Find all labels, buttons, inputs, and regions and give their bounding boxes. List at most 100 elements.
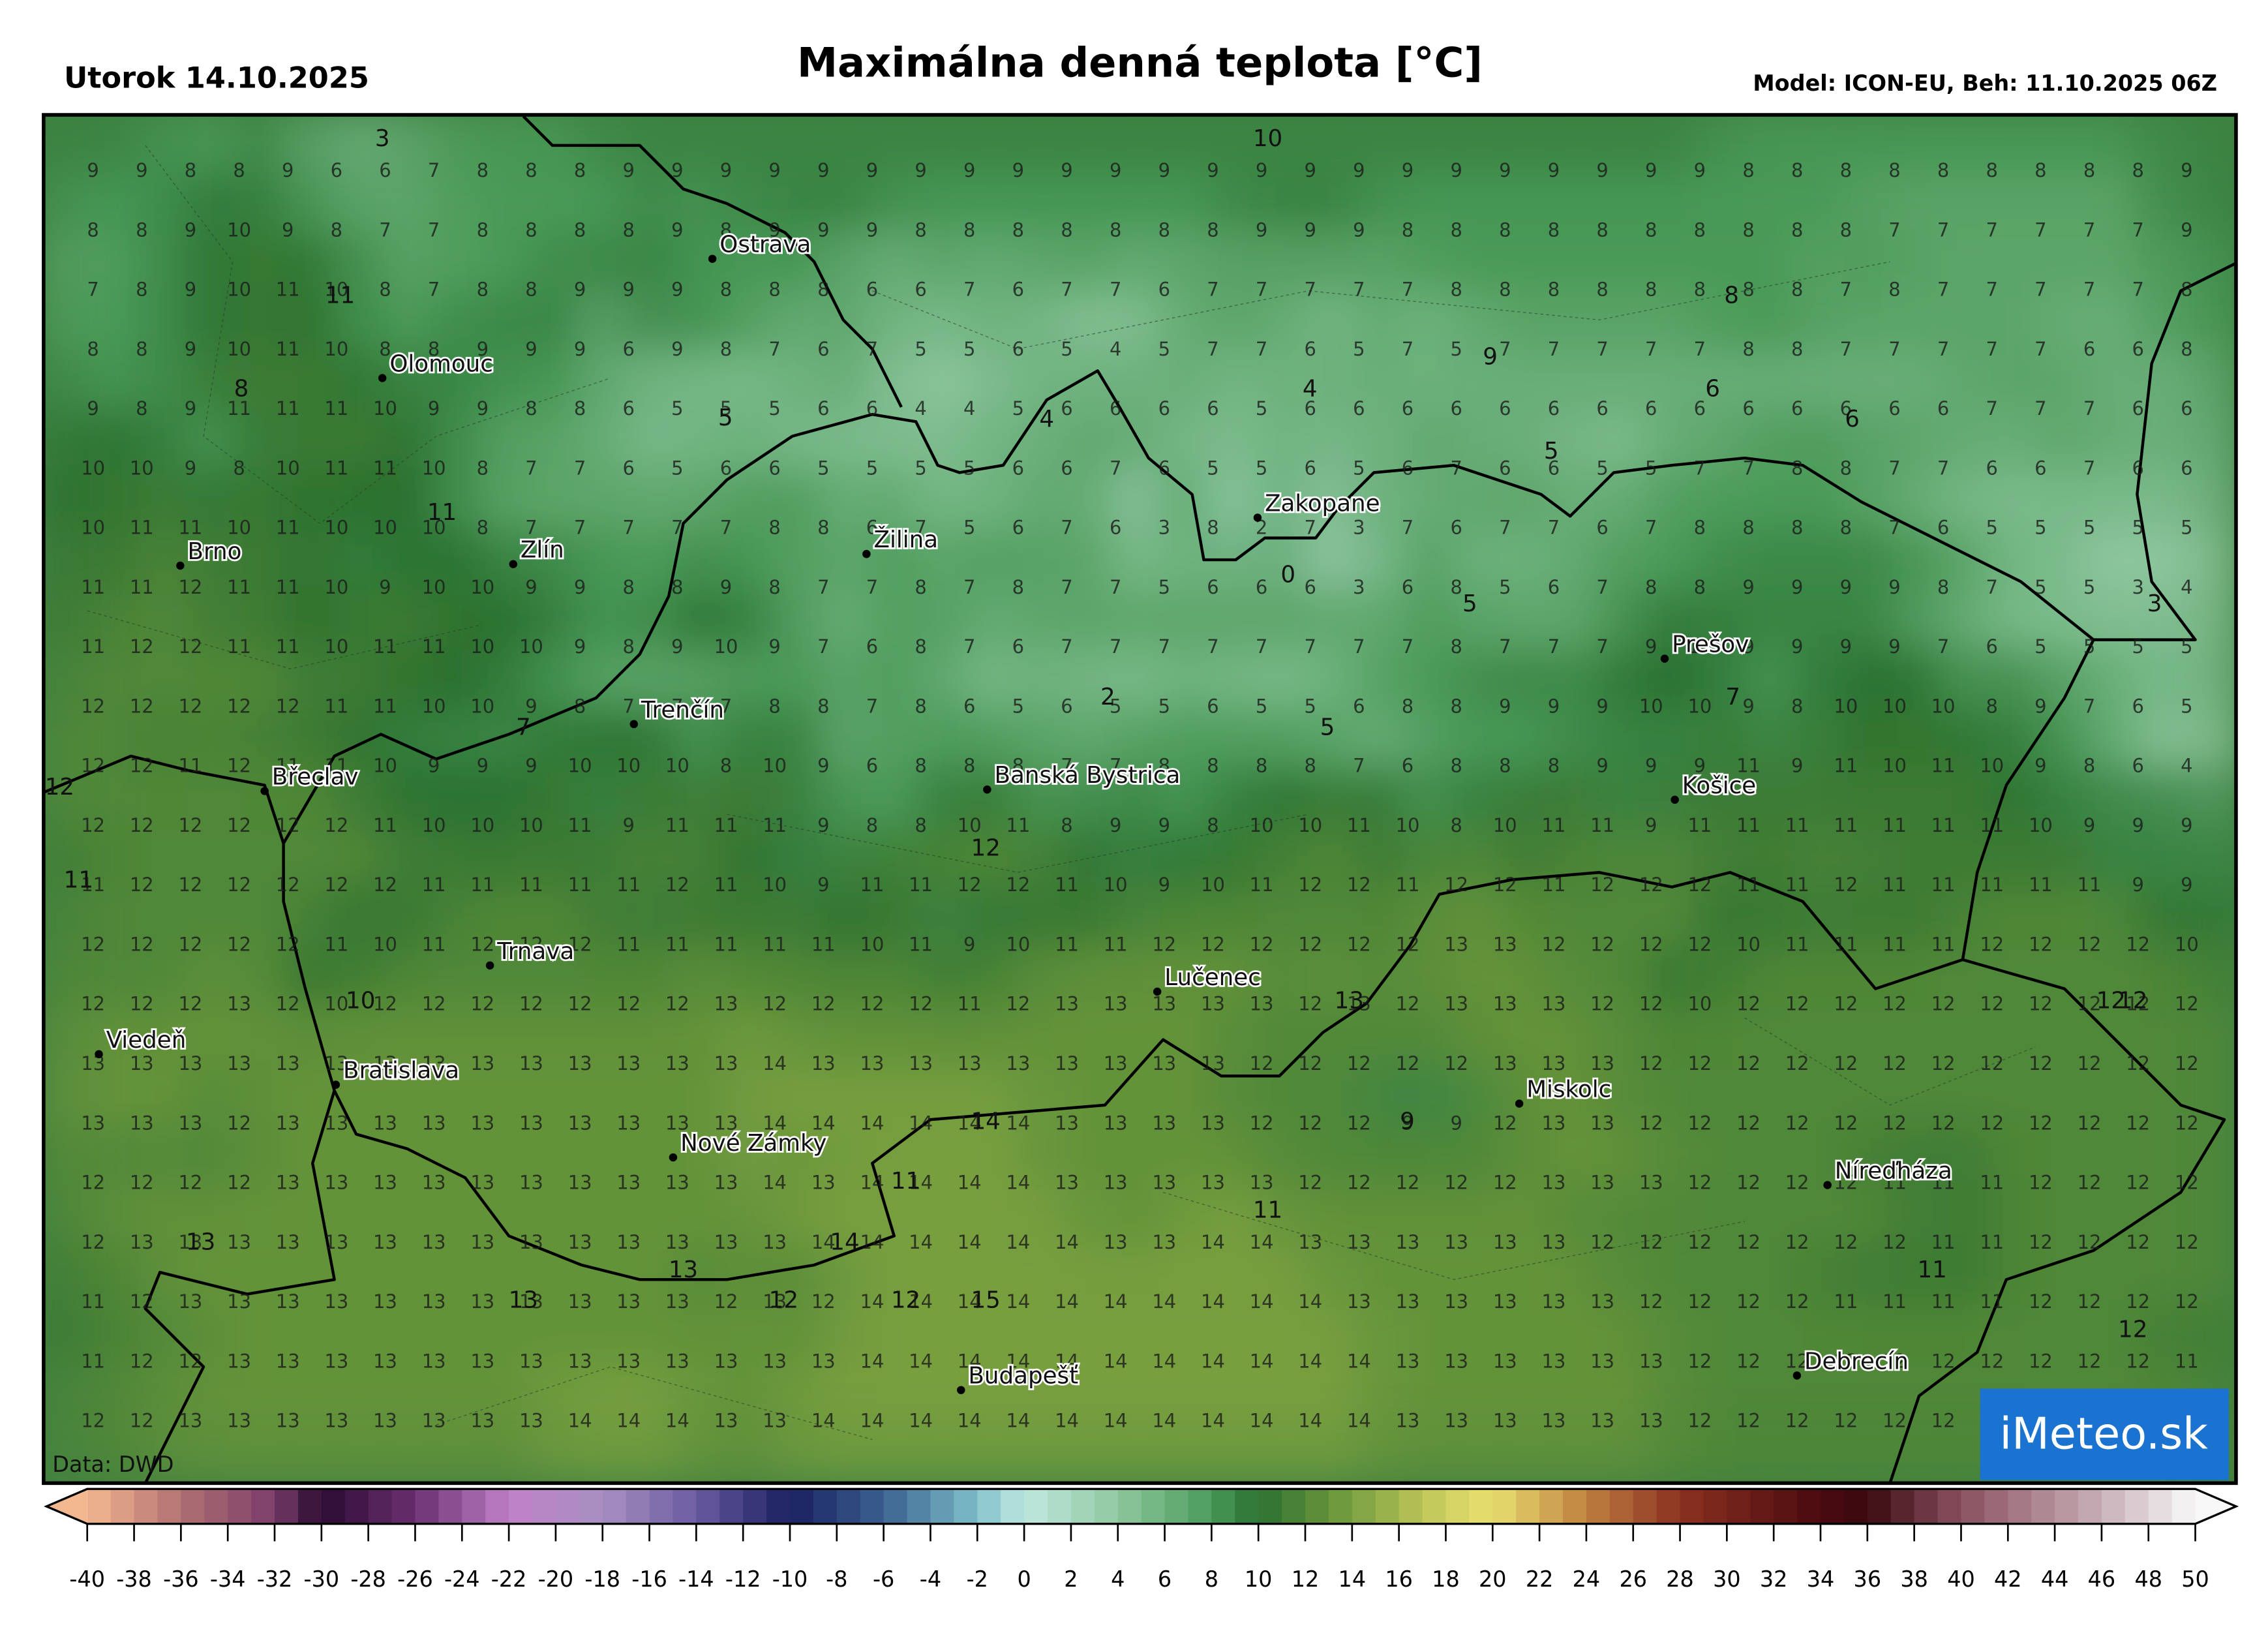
grid-value: 13 — [1152, 1112, 1176, 1134]
grid-value: 12 — [178, 576, 202, 598]
grid-value: 11 — [81, 1350, 105, 1372]
grid-value: 7 — [1256, 635, 1267, 658]
grid-value: 11 — [1882, 1290, 1907, 1313]
grid-value: 12 — [1298, 993, 1322, 1015]
grid-value: 8 — [1012, 219, 1024, 241]
grid-value: 9 — [477, 755, 489, 777]
colorbar-segment — [696, 1489, 721, 1524]
grid-value: 10 — [422, 695, 446, 717]
grid-value: 8 — [817, 517, 829, 539]
grid-value: 8 — [1207, 755, 1218, 777]
extremum: 13 — [186, 1229, 215, 1256]
grid-value: 9 — [1888, 635, 1900, 658]
grid-value: 14 — [860, 1410, 885, 1432]
grid-value: 10 — [470, 814, 494, 836]
grid-value: 13 — [470, 1410, 494, 1432]
colorbar-tick-label: 20 — [1479, 1566, 1507, 1592]
grid-value: 10 — [422, 517, 446, 539]
grid-value: 10 — [1687, 695, 1712, 717]
colorbar-segment — [321, 1489, 346, 1524]
grid-value: 12 — [130, 695, 154, 717]
colorbar-tick-label: 28 — [1666, 1566, 1694, 1592]
city-dot — [331, 1080, 340, 1089]
colorbar-segment — [1375, 1489, 1400, 1524]
grid-value: 12 — [227, 814, 251, 836]
grid-value: 13 — [568, 1350, 592, 1372]
colorbar-segment — [368, 1489, 393, 1524]
grid-value: 12 — [568, 993, 592, 1015]
grid-value: 5 — [2083, 517, 2095, 539]
colorbar-segment — [204, 1489, 229, 1524]
colorbar-segment — [1258, 1489, 1283, 1524]
grid-value: 6 — [1012, 279, 1024, 301]
grid-value: 13 — [422, 1290, 446, 1313]
grid-value: 12 — [714, 1290, 738, 1313]
grid-value: 12 — [130, 635, 154, 658]
grid-value: 7 — [2083, 219, 2095, 241]
grid-value: 10 — [324, 993, 348, 1015]
colorbar-segment — [1164, 1489, 1189, 1524]
grid-value: 11 — [665, 814, 689, 836]
grid-value: 13 — [1347, 993, 1371, 1015]
grid-value: 14 — [909, 1172, 933, 1194]
grid-value: 10 — [2175, 933, 2199, 955]
grid-value: 8 — [963, 755, 975, 777]
grid-value: 9 — [477, 338, 489, 360]
grid-value: 8 — [1937, 159, 1949, 181]
grid-value: 8 — [1742, 159, 1754, 181]
grid-value: 8 — [1694, 517, 1706, 539]
grid-value: 13 — [519, 1350, 543, 1372]
grid-value: 10 — [1006, 933, 1030, 955]
grid-value: 11 — [714, 814, 738, 836]
grid-value: 7 — [817, 576, 829, 598]
grid-value: 9 — [1840, 635, 1852, 658]
colorbar-segment — [1117, 1489, 1142, 1524]
grid-value: 12 — [665, 993, 689, 1015]
grid-value: 12 — [130, 874, 154, 896]
grid-value: 12 — [81, 695, 105, 717]
grid-value: 7 — [1548, 338, 1560, 360]
grid-value: 12 — [1639, 1112, 1663, 1134]
grid-value: 7 — [1110, 279, 1121, 301]
grid-value: 13 — [1590, 1052, 1614, 1075]
colorbar-segment — [2055, 1489, 2079, 1524]
colorbar-segment — [883, 1489, 908, 1524]
grid-value: 9 — [428, 755, 440, 777]
colorbar-segment — [2124, 1489, 2149, 1524]
grid-value: 9 — [1791, 635, 1803, 658]
grid-value: 12 — [2078, 1290, 2102, 1313]
grid-value: 11 — [1882, 1172, 1907, 1194]
grid-value: 9 — [1596, 695, 1608, 717]
grid-value: 11 — [373, 457, 397, 479]
grid-value: 12 — [1785, 993, 1809, 1015]
grid-value: 11 — [81, 874, 105, 896]
grid-value: 6 — [1840, 397, 1852, 419]
grid-value: 10 — [276, 457, 300, 479]
grid-value: 14 — [1006, 1290, 1030, 1313]
grid-value: 2 — [1256, 517, 1267, 539]
temperature-field — [43, 115, 2236, 1481]
grid-value: 11 — [1736, 814, 1761, 836]
city-label: Břeclav — [272, 763, 359, 790]
colorbar-segment — [1937, 1489, 1962, 1524]
grid-value: 8 — [2181, 279, 2192, 301]
grid-value: 6 — [1694, 397, 1706, 419]
grid-value: 6 — [623, 338, 635, 360]
grid-value: 5 — [1645, 457, 1657, 479]
grid-value: 7 — [866, 576, 878, 598]
grid-value: 9 — [671, 159, 683, 181]
model: Model: ICON-EU, Beh: 11.10.2025 06Z — [1753, 70, 2217, 96]
grid-value: 12 — [130, 933, 154, 955]
colorbar-segment — [532, 1489, 557, 1524]
grid-value: 10 — [130, 457, 154, 479]
grid-value: 12 — [1298, 1052, 1322, 1075]
grid-value: 8 — [574, 219, 586, 241]
grid-value: 11 — [1980, 1172, 2004, 1194]
grid-value: 6 — [963, 695, 975, 717]
grid-value: 8 — [1450, 279, 1462, 301]
grid-value: 12 — [1736, 1290, 1761, 1313]
grid-value: 11 — [1882, 814, 1907, 836]
grid-value: 10 — [1980, 755, 2004, 777]
grid-value: 7 — [1596, 338, 1608, 360]
grid-value: 13 — [422, 1410, 446, 1432]
